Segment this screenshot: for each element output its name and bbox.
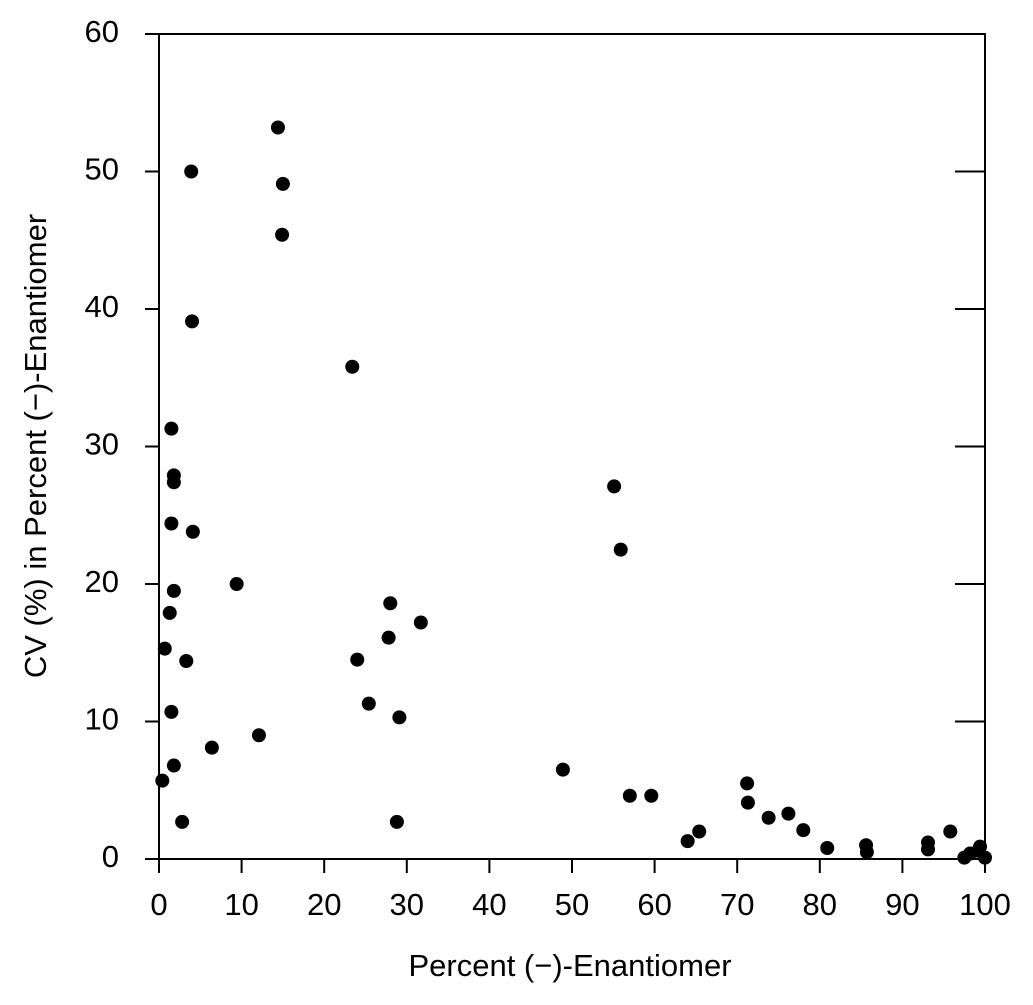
- point: [607, 479, 622, 494]
- point: [943, 824, 958, 839]
- point: [389, 814, 404, 829]
- point: [644, 788, 659, 803]
- point: [184, 164, 199, 179]
- point: [740, 795, 755, 810]
- point: [185, 314, 200, 329]
- y-tick-label: 0: [102, 839, 119, 874]
- point: [859, 845, 874, 860]
- point: [164, 516, 179, 531]
- point: [179, 654, 194, 668]
- point: [162, 605, 177, 620]
- point: [166, 475, 181, 490]
- point: [166, 758, 181, 773]
- point: [155, 773, 170, 788]
- point: [361, 696, 376, 711]
- point: [796, 823, 811, 838]
- point: [392, 710, 407, 725]
- x-tick-label: 70: [720, 887, 754, 922]
- y-tick-label: 60: [85, 14, 119, 49]
- point: [781, 806, 796, 821]
- point: [164, 421, 179, 436]
- point: [973, 839, 988, 854]
- point: [166, 583, 181, 598]
- point: [275, 227, 290, 242]
- point: [613, 542, 628, 557]
- point: [740, 776, 755, 791]
- point: [692, 824, 707, 839]
- y-tick-label: 30: [85, 427, 119, 462]
- x-axis-label: Percent (−)-Enantiomer: [408, 948, 731, 983]
- x-tick-label: 80: [803, 887, 837, 922]
- point: [229, 577, 244, 591]
- point: [345, 359, 360, 374]
- y-tick-label: 20: [85, 564, 119, 599]
- x-tick-label: 90: [885, 887, 919, 922]
- x-tick-label: 60: [637, 887, 671, 922]
- point: [157, 641, 172, 656]
- point: [761, 810, 776, 825]
- plot-frame: [158, 33, 986, 860]
- point: [680, 834, 695, 849]
- point: [622, 788, 637, 803]
- y-tick-label: 50: [85, 152, 119, 187]
- point: [413, 615, 428, 630]
- point: [381, 630, 396, 645]
- point: [270, 120, 285, 135]
- x-tick-label: 50: [555, 887, 589, 922]
- x-tick-label: 40: [472, 887, 506, 922]
- y-tick-label: 10: [85, 702, 119, 737]
- x-tick-label: 10: [224, 887, 258, 922]
- point: [978, 850, 992, 865]
- y-axis-label: CV (%) in Percent (−)-Enantiomer: [18, 214, 53, 678]
- x-tick-label: 30: [390, 887, 424, 922]
- point: [275, 176, 290, 191]
- x-tick-label: 20: [307, 887, 341, 922]
- point: [383, 596, 398, 611]
- point: [164, 704, 179, 719]
- point: [820, 841, 835, 855]
- point: [555, 762, 570, 777]
- x-tick-label: 0: [150, 887, 167, 922]
- point: [185, 524, 200, 539]
- point: [204, 740, 219, 755]
- point: [175, 814, 190, 829]
- point: [921, 842, 936, 857]
- x-tick-label: 100: [959, 887, 1011, 922]
- point: [251, 728, 266, 743]
- y-tick-label: 40: [85, 289, 119, 324]
- point: [350, 652, 365, 667]
